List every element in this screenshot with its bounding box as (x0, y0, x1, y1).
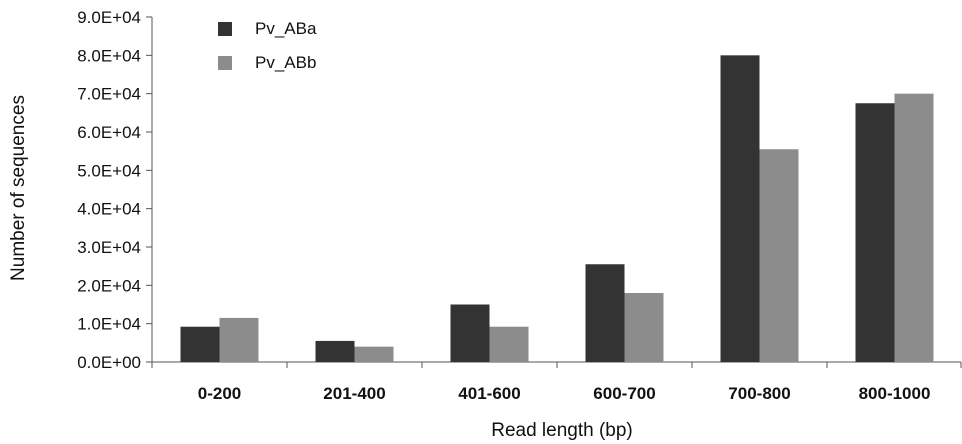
y-axis: 0.0E+00 1.0E+04 2.0E+04 3.0E+04 4.0E+04 5.0E+… (77, 8, 153, 372)
x-tick-label: 700-800 (728, 384, 790, 403)
x-tick-label: 201-400 (323, 384, 385, 403)
bar-pv-aba (450, 304, 490, 362)
y-tick-label: 5.0E+04 (77, 161, 141, 180)
legend-label: Pv_ABb (255, 53, 316, 72)
legend-swatch (218, 22, 232, 36)
y-tick-label: 7.0E+04 (77, 85, 141, 104)
bar-pv-aba (585, 264, 625, 362)
bar-pv-aba (180, 326, 220, 362)
legend-label: Pv_ABa (255, 19, 317, 38)
bar-pv-abb (894, 93, 934, 363)
x-tick-label: 401-600 (458, 384, 520, 403)
x-tick-label: 800-1000 (859, 384, 931, 403)
legend-swatch (218, 56, 232, 70)
x-axis-title: Read length (bp) (491, 420, 633, 441)
bar-pv-aba (315, 340, 355, 362)
y-tick-label: 1.0E+04 (77, 315, 141, 334)
bar-pv-abb (759, 149, 799, 362)
y-tick-label: 2.0E+04 (77, 276, 141, 295)
y-tick-label: 6.0E+04 (77, 123, 141, 142)
y-tick-label: 3.0E+04 (77, 238, 141, 257)
y-tick-label: 8.0E+04 (77, 46, 141, 65)
legend: Pv_ABa Pv_ABb (218, 19, 317, 72)
y-axis-title: Number of sequences (8, 95, 29, 281)
bar-pv-aba (720, 55, 760, 362)
bar-pv-abb (624, 293, 664, 362)
bar-pv-abb (354, 346, 394, 362)
bars (180, 55, 934, 363)
y-tick-label: 4.0E+04 (77, 200, 141, 219)
bar-pv-aba (855, 103, 895, 362)
y-tick-label: 9.0E+04 (77, 8, 141, 27)
y-tick-label: 0.0E+00 (77, 353, 141, 372)
x-axis: 0-200 201-400 401-600 600-700 700-800 800-100… (151, 361, 962, 403)
bar-pv-abb (219, 317, 259, 362)
x-tick-label: 600-700 (593, 384, 655, 403)
x-tick-label: 0-200 (198, 384, 241, 403)
bar-pv-abb (489, 326, 529, 362)
